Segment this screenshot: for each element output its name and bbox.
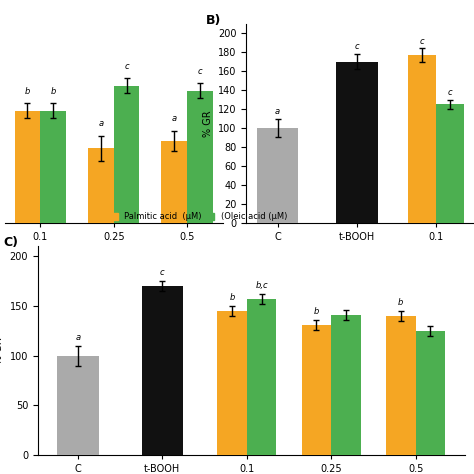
Bar bbox=[416, 331, 445, 455]
Text: a: a bbox=[98, 119, 103, 128]
Bar bbox=[247, 299, 276, 455]
Bar bbox=[142, 286, 183, 455]
Text: c: c bbox=[124, 62, 129, 71]
Text: b: b bbox=[229, 293, 235, 302]
Text: b,c: b,c bbox=[255, 281, 268, 290]
Bar bbox=[15, 111, 40, 474]
Text: a: a bbox=[275, 107, 280, 116]
Text: a: a bbox=[75, 333, 81, 342]
Text: c: c bbox=[198, 67, 202, 76]
Bar bbox=[40, 111, 66, 474]
Bar bbox=[336, 62, 378, 223]
Bar bbox=[57, 356, 99, 455]
Text: b: b bbox=[25, 87, 30, 96]
Text: b: b bbox=[51, 87, 56, 96]
Text: c: c bbox=[420, 36, 424, 46]
Text: C): C) bbox=[4, 236, 19, 249]
Bar bbox=[217, 311, 247, 455]
Bar bbox=[386, 316, 416, 455]
Bar bbox=[114, 86, 139, 474]
Y-axis label: % GR: % GR bbox=[0, 337, 4, 364]
Bar bbox=[408, 55, 436, 223]
Text: c: c bbox=[355, 42, 359, 51]
Text: a: a bbox=[172, 114, 177, 123]
Text: c: c bbox=[447, 88, 452, 97]
Text: b: b bbox=[398, 298, 403, 307]
Text: c: c bbox=[160, 268, 164, 277]
Legend: Palmitic acid  (μM), (Oleic acid (μM): Palmitic acid (μM), (Oleic acid (μM) bbox=[106, 209, 291, 225]
Bar bbox=[301, 325, 331, 455]
Bar bbox=[88, 148, 114, 474]
Y-axis label: % GR: % GR bbox=[203, 110, 213, 137]
Text: b: b bbox=[314, 307, 319, 316]
Bar bbox=[187, 91, 213, 474]
Bar bbox=[331, 315, 361, 455]
Bar bbox=[436, 104, 464, 223]
Bar bbox=[162, 141, 187, 474]
Text: B): B) bbox=[206, 14, 221, 27]
Bar bbox=[257, 128, 299, 223]
